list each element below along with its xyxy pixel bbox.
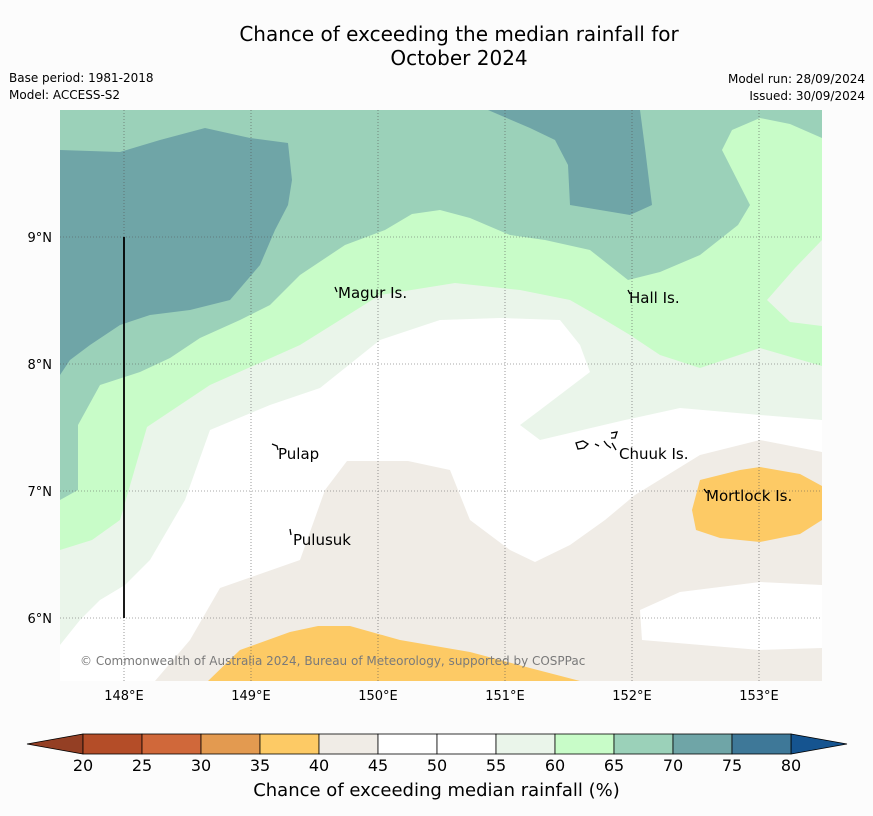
island-hall: [627, 289, 631, 295]
island-chuuk-main: [575, 440, 590, 450]
lat-tick-label: 7°N: [28, 485, 53, 500]
issued-date: Issued: 30/09/2024: [749, 89, 865, 103]
colorbar-tick-label: 20: [73, 756, 93, 775]
place-label: Pulusuk: [293, 531, 351, 549]
lon-tick-label: 151°E: [485, 689, 525, 704]
colorbar-tick-label: 35: [250, 756, 270, 775]
place-label: Magur Is.: [338, 284, 407, 302]
place-label: Hall Is.: [629, 289, 680, 307]
colorbar-swatch: [141, 733, 202, 755]
colorbar-swatch: [613, 733, 674, 755]
island-pulap: [271, 443, 279, 451]
chart-title: Chance of exceeding the median rainfall …: [0, 22, 873, 70]
colorbar-under-arrow: [26, 733, 84, 755]
colorbar-tick-label: 75: [722, 756, 742, 775]
colorbar-swatch: [672, 733, 733, 755]
lon-tick-label: 149°E: [231, 689, 271, 704]
place-label: Mortlock Is.: [706, 487, 792, 505]
place-label: Chuuk Is.: [619, 445, 688, 463]
colorbar-label: Chance of exceeding median rainfall (%): [253, 780, 620, 801]
island-chuuk-c: [603, 440, 612, 449]
colorbar-swatch: [554, 733, 615, 755]
colorbar-tick-label: 50: [427, 756, 447, 775]
island-chuuk-b: [594, 443, 600, 447]
colorbar-swatch: [377, 733, 438, 755]
lat-tick-label: 8°N: [28, 358, 53, 373]
region-35-40-mortlock: [692, 467, 822, 542]
place-labels: Magur Is. Hall Is. Pulap Chuuk Is. Mortlock …: [278, 284, 792, 549]
colorbar-swatch: [731, 733, 792, 755]
model-name: Model: ACCESS-S2: [9, 88, 121, 102]
meta-left: Base period: 1981-2018 Model: ACCESS-S2: [9, 70, 154, 104]
colorbar-tick-label: 65: [604, 756, 624, 775]
colorbar-swatch: [436, 733, 497, 755]
island-chuuk-d: [610, 431, 618, 439]
region-55-60-east: [767, 240, 822, 326]
lat-tick-label: 6°N: [28, 612, 53, 627]
colorbar-tick-label: 30: [191, 756, 211, 775]
colorbar-tick-label: 55: [486, 756, 506, 775]
base-period: Base period: 1981-2018: [9, 71, 154, 85]
colorbar-tick-label: 80: [781, 756, 801, 775]
longitude-labels: 148°E 149°E 150°E 151°E 152°E 153°E: [104, 689, 779, 704]
lon-tick-label: 150°E: [358, 689, 398, 704]
lon-tick-label: 148°E: [104, 689, 144, 704]
colorbar-tick-label: 25: [132, 756, 152, 775]
model-run: Model run: 28/09/2024: [727, 72, 865, 86]
place-label: Pulap: [278, 445, 319, 463]
colorbar-tick-label: 60: [545, 756, 565, 775]
colorbar: 20 25 30 35 40 45 50 55 60 65 70 75 80: [26, 733, 848, 775]
colorbar-swatch: [259, 733, 320, 755]
copyright-note: © Commonwealth of Australia 2024, Bureau…: [80, 654, 585, 668]
region-35-40-south: [208, 626, 580, 681]
lon-tick-label: 153°E: [739, 689, 779, 704]
island-mortlock: [703, 488, 708, 494]
colorbar-tick-label: 45: [368, 756, 388, 775]
lat-tick-label: 9°N: [28, 231, 53, 246]
region-70-75-ne: [488, 110, 652, 215]
latitude-labels: 9°N 8°N 7°N 6°N: [28, 231, 53, 627]
island-outlines: [271, 286, 708, 536]
colorbar-swatch: [495, 733, 556, 755]
colorbar-tick-label: 70: [663, 756, 683, 775]
lon-tick-label: 152°E: [612, 689, 652, 704]
meta-right: Model run: 28/09/2024 Issued: 30/09/2024: [728, 71, 865, 105]
island-chuuk-e: [611, 442, 617, 451]
map-plot-area: [60, 110, 822, 681]
colorbar-tick-label: 40: [309, 756, 329, 775]
colorbar-swatch: [82, 733, 143, 755]
region-40-45: [155, 440, 822, 681]
region-70-75-nw: [60, 128, 292, 375]
colorbar-swatch: [200, 733, 261, 755]
colorbar-over-arrow: [790, 733, 848, 755]
island-magur: [334, 286, 338, 293]
island-pulusuk: [289, 528, 292, 536]
colorbar-swatch: [318, 733, 379, 755]
title-line-2: October 2024: [390, 46, 528, 70]
title-line-1: Chance of exceeding the median rainfall …: [239, 22, 679, 46]
